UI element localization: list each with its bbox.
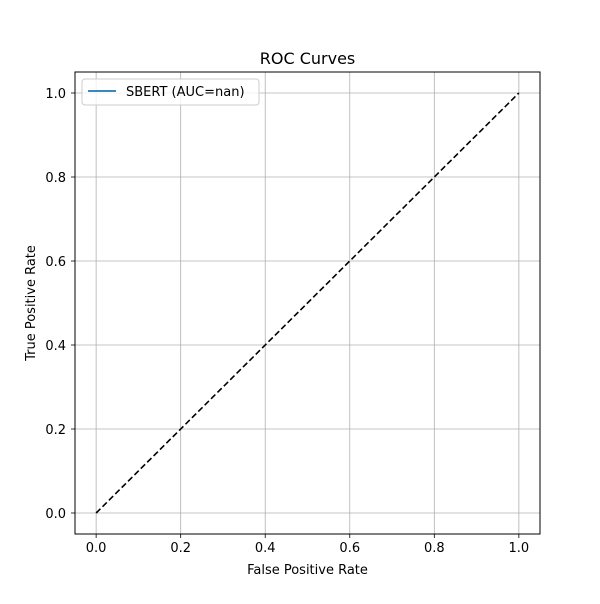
y-tick-label-3: 0.6 (45, 255, 66, 270)
y-axis-ticks: 0.0 0.2 0.4 0.6 0.8 1.0 (45, 87, 75, 522)
x-axis-ticks: 0.0 0.2 0.4 0.6 0.8 1.0 (86, 534, 529, 556)
grid-lines (75, 72, 540, 534)
y-axis-label: True Positive Rate (24, 245, 39, 362)
legend-box (81, 78, 260, 106)
y-tick-label-4: 0.8 (45, 171, 66, 186)
reference-diagonal-line (95, 92, 520, 514)
x-tick-label-0: 0.0 (86, 541, 107, 556)
x-tick-label-1: 0.2 (170, 541, 191, 556)
legend: SBERT (AUC=nan) (81, 78, 260, 106)
x-tick-label-2: 0.4 (255, 541, 276, 556)
y-tick-label-0: 0.0 (45, 507, 66, 522)
y-tick-label-2: 0.4 (45, 339, 66, 354)
plot-area-frame (74, 71, 541, 535)
x-axis-label: False Positive Rate (247, 563, 368, 578)
y-tick-label-1: 0.2 (45, 423, 66, 438)
chart-title: ROC Curves (260, 49, 356, 68)
plot-series (95, 92, 520, 514)
x-tick-label-3: 0.6 (339, 541, 360, 556)
x-tick-label-4: 0.8 (424, 541, 445, 556)
y-tick-label-5: 1.0 (45, 87, 66, 102)
legend-label-sbert: SBERT (AUC=nan) (126, 85, 245, 100)
x-tick-label-5: 1.0 (509, 541, 530, 556)
